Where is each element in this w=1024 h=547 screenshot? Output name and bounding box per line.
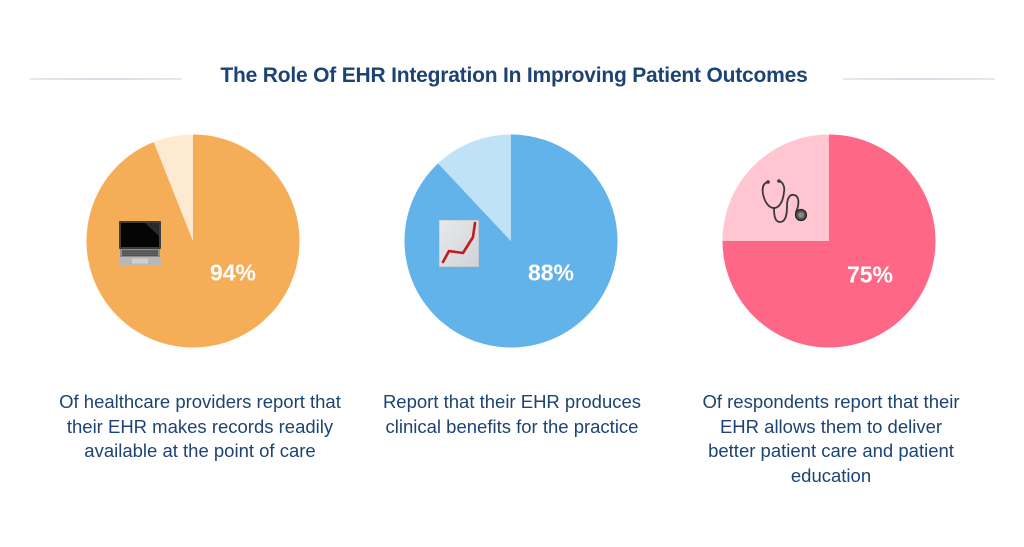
- pie-chart-clinical-benefits: 88%: [396, 128, 626, 358]
- caption-patient-care: Of respondents report that their EHR all…: [702, 391, 960, 486]
- percent-label: 75%: [846, 261, 894, 288]
- caption-records-available: Of healthcare providers report that thei…: [59, 391, 341, 461]
- pie-chart-records-available: 94%: [78, 128, 308, 358]
- percent-label: 94%: [209, 259, 257, 286]
- caption-clinical-benefits: Report that their EHR produces clinical …: [382, 391, 642, 437]
- title-divider-left: [30, 78, 182, 80]
- title-row: The Role Of EHR Integration In Improving…: [0, 62, 1024, 94]
- pie-chart-patient-care: 75%: [714, 128, 944, 358]
- infographic-title: The Role Of EHR Integration In Improving…: [220, 64, 808, 87]
- percent-label: 88%: [527, 259, 575, 286]
- pie-svg: [722, 134, 936, 348]
- pie-slice-remainder: [438, 134, 511, 241]
- pie-slice-remainder: [153, 134, 193, 241]
- pie-svg: [404, 134, 618, 348]
- pie-svg: [86, 134, 300, 348]
- title-divider-right: [843, 78, 995, 80]
